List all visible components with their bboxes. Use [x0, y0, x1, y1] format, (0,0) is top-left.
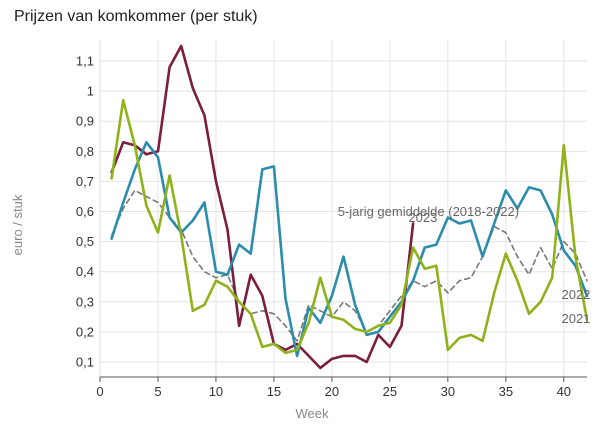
series-label-2021: 2021	[561, 311, 590, 326]
y-tick-label: 1	[87, 84, 94, 99]
x-tick-label: 15	[267, 384, 281, 399]
y-tick-label: 0,9	[76, 114, 94, 129]
series-line-2021	[110, 98, 589, 355]
series-lines	[110, 44, 589, 370]
series-line-2022	[110, 141, 589, 358]
series-label-2023: 2023	[408, 210, 437, 225]
y-axis-title: euro / stuk	[10, 194, 25, 255]
y-tick-label: 0,7	[76, 174, 94, 189]
y-tick-label: 0,2	[76, 324, 94, 339]
x-tick-label: 30	[441, 384, 455, 399]
x-tick-label: 10	[209, 384, 223, 399]
y-tick-label: 0,4	[76, 264, 94, 279]
axes: 0,10,20,30,40,50,60,70,80,911,10 5 10 15 20 2…	[76, 40, 587, 399]
series-labels: 5-jarig gemiddelde (2018-2022)2023 2022 20…	[338, 204, 591, 326]
y-tick-label: 0,5	[76, 234, 94, 249]
chart-title: Prijzen van komkommer (per stuk)	[14, 8, 258, 25]
x-tick-label: 40	[557, 384, 571, 399]
x-tick-label: 20	[325, 384, 339, 399]
y-tick-label: 0,1	[76, 354, 94, 369]
series-line-5-jarig-gemiddelde-2018-2022	[110, 189, 588, 342]
series-label-5-jarig-gemiddelde-2018-2022: 5-jarig gemiddelde (2018-2022)	[338, 204, 519, 219]
x-tick-label: 0	[96, 384, 103, 399]
y-tick-label: 1,1	[76, 54, 94, 69]
x-tick-label: 35	[499, 384, 513, 399]
series-line-2023	[110, 44, 415, 370]
y-tick-label: 0,3	[76, 294, 94, 309]
y-tick-label: 0,6	[76, 204, 94, 219]
x-axis-title: Week	[296, 406, 329, 421]
y-tick-label: 0,8	[76, 144, 94, 159]
x-tick-label: 25	[383, 384, 397, 399]
series-label-2022: 2022	[561, 287, 590, 302]
x-tick-label: 5	[154, 384, 161, 399]
